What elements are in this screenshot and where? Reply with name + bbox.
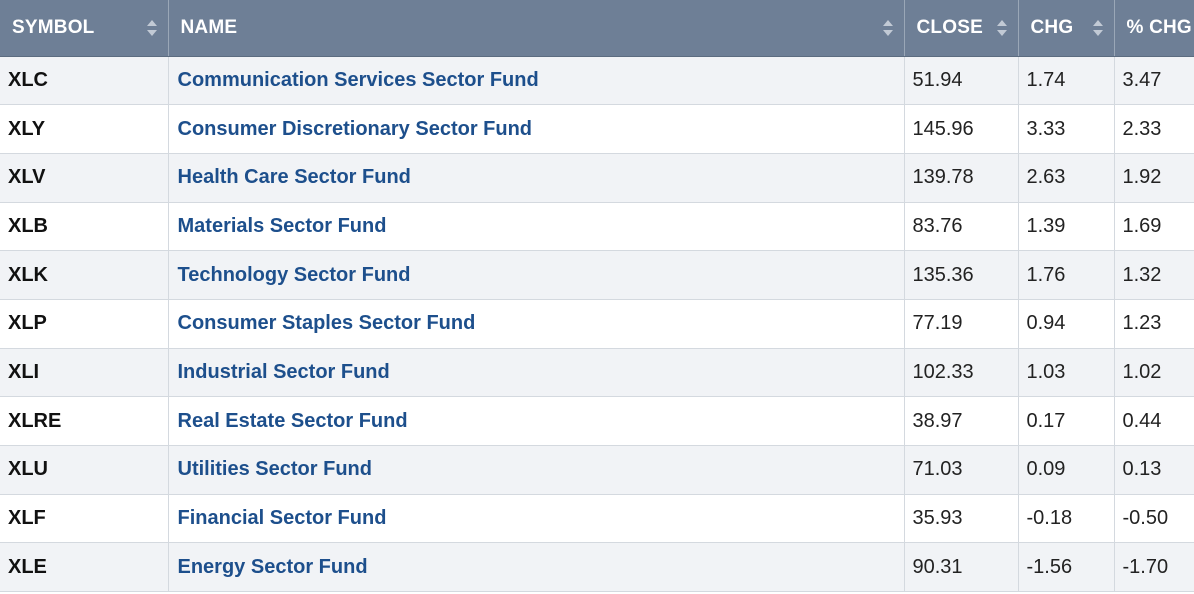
column-header-chg[interactable]: CHG: [1018, 0, 1115, 57]
close-cell: 90.31: [904, 542, 1019, 593]
chg-cell: 1.03: [1018, 348, 1115, 398]
pct-chg-cell: 2.33: [1114, 104, 1194, 154]
pct-chg-cell: -0.50: [1114, 494, 1194, 544]
fund-name-link[interactable]: Real Estate Sector Fund: [177, 409, 408, 432]
name-cell: Utilities Sector Fund: [168, 445, 905, 495]
fund-name-link[interactable]: Health Care Sector Fund: [177, 166, 411, 189]
table-row: XLC Communication Services Sector Fund 5…: [0, 56, 1194, 106]
close-cell: 102.33: [904, 348, 1019, 398]
symbol-cell: XLU: [0, 445, 169, 495]
chg-cell: 1.74: [1018, 56, 1115, 106]
table-header: SYMBOL NAME CLOSE CHG: [0, 0, 1194, 57]
column-header-name[interactable]: NAME: [168, 0, 905, 57]
column-header-symbol-label: SYMBOL: [12, 16, 95, 38]
column-header-close-label: CLOSE: [916, 16, 983, 38]
chg-cell: -1.56: [1018, 542, 1115, 593]
name-cell: Financial Sector Fund: [168, 494, 905, 544]
name-cell: Industrial Sector Fund: [168, 348, 905, 398]
pct-chg-cell: 1.92: [1114, 153, 1194, 203]
close-cell: 145.96: [904, 104, 1019, 154]
pct-chg-cell: 1.69: [1114, 202, 1194, 252]
column-header-pct-chg[interactable]: % CHG: [1114, 0, 1194, 57]
table-row: XLY Consumer Discretionary Sector Fund 1…: [0, 104, 1194, 154]
pct-chg-cell: 0.13: [1114, 445, 1194, 495]
table-row: XLI Industrial Sector Fund 102.33 1.03 1…: [0, 348, 1194, 398]
name-cell: Health Care Sector Fund: [168, 153, 905, 203]
close-cell: 38.97: [904, 396, 1019, 446]
chg-cell: 0.17: [1018, 396, 1115, 446]
table-row: XLRE Real Estate Sector Fund 38.97 0.17 …: [0, 396, 1194, 446]
close-cell: 77.19: [904, 299, 1019, 349]
table-row: XLU Utilities Sector Fund 71.03 0.09 0.1…: [0, 445, 1194, 495]
chg-cell: 1.76: [1018, 250, 1115, 300]
table-row: XLB Materials Sector Fund 83.76 1.39 1.6…: [0, 202, 1194, 252]
symbol-cell: XLE: [0, 542, 169, 593]
sort-icon[interactable]: [1092, 19, 1104, 37]
pct-chg-cell: 1.02: [1114, 348, 1194, 398]
pct-chg-cell: -1.70: [1114, 542, 1194, 593]
fund-name-link[interactable]: Financial Sector Fund: [177, 507, 387, 530]
fund-name-link[interactable]: Industrial Sector Fund: [177, 360, 390, 383]
fund-name-link[interactable]: Utilities Sector Fund: [177, 458, 372, 481]
fund-name-link[interactable]: Communication Services Sector Fund: [177, 68, 539, 91]
table-row: XLK Technology Sector Fund 135.36 1.76 1…: [0, 250, 1194, 300]
chg-cell: 0.94: [1018, 299, 1115, 349]
chg-cell: 1.39: [1018, 202, 1115, 252]
close-cell: 83.76: [904, 202, 1019, 252]
sort-icon[interactable]: [882, 19, 894, 37]
symbol-cell: XLV: [0, 153, 169, 203]
table-row: XLF Financial Sector Fund 35.93 -0.18 -0…: [0, 494, 1194, 544]
close-cell: 135.36: [904, 250, 1019, 300]
table-row: XLE Energy Sector Fund 90.31 -1.56 -1.70: [0, 542, 1194, 593]
table-row: XLV Health Care Sector Fund 139.78 2.63 …: [0, 153, 1194, 203]
sort-icon[interactable]: [146, 19, 158, 37]
table-row: XLP Consumer Staples Sector Fund 77.19 0…: [0, 299, 1194, 349]
symbol-cell: XLB: [0, 202, 169, 252]
column-header-close[interactable]: CLOSE: [904, 0, 1019, 57]
chg-cell: 2.63: [1018, 153, 1115, 203]
name-cell: Materials Sector Fund: [168, 202, 905, 252]
chg-cell: 0.09: [1018, 445, 1115, 495]
chg-cell: -0.18: [1018, 494, 1115, 544]
name-cell: Real Estate Sector Fund: [168, 396, 905, 446]
name-cell: Energy Sector Fund: [168, 542, 905, 593]
close-cell: 35.93: [904, 494, 1019, 544]
pct-chg-cell: 3.47: [1114, 56, 1194, 106]
column-header-pct-chg-label: % CHG: [1126, 16, 1192, 38]
fund-name-link[interactable]: Technology Sector Fund: [177, 263, 411, 286]
close-cell: 51.94: [904, 56, 1019, 106]
symbol-cell: XLC: [0, 56, 169, 106]
pct-chg-cell: 1.32: [1114, 250, 1194, 300]
column-header-chg-label: CHG: [1030, 16, 1074, 38]
symbol-cell: XLY: [0, 104, 169, 154]
fund-name-link[interactable]: Energy Sector Fund: [177, 555, 368, 578]
symbol-cell: XLP: [0, 299, 169, 349]
fund-name-link[interactable]: Materials Sector Fund: [177, 214, 387, 237]
symbol-cell: XLRE: [0, 396, 169, 446]
name-cell: Consumer Discretionary Sector Fund: [168, 104, 905, 154]
name-cell: Communication Services Sector Fund: [168, 56, 905, 106]
symbol-cell: XLF: [0, 494, 169, 544]
fund-name-link[interactable]: Consumer Discretionary Sector Fund: [177, 117, 533, 140]
column-header-name-label: NAME: [180, 16, 238, 38]
symbol-cell: XLK: [0, 250, 169, 300]
symbol-cell: XLI: [0, 348, 169, 398]
fund-name-link[interactable]: Consumer Staples Sector Fund: [177, 312, 476, 335]
name-cell: Technology Sector Fund: [168, 250, 905, 300]
table-body: XLC Communication Services Sector Fund 5…: [0, 56, 1194, 593]
chg-cell: 3.33: [1018, 104, 1115, 154]
header-row: SYMBOL NAME CLOSE CHG: [0, 0, 1194, 57]
name-cell: Consumer Staples Sector Fund: [168, 299, 905, 349]
pct-chg-cell: 0.44: [1114, 396, 1194, 446]
close-cell: 71.03: [904, 445, 1019, 495]
pct-chg-cell: 1.23: [1114, 299, 1194, 349]
close-cell: 139.78: [904, 153, 1019, 203]
column-header-symbol[interactable]: SYMBOL: [0, 0, 169, 57]
sort-icon[interactable]: [996, 19, 1008, 37]
